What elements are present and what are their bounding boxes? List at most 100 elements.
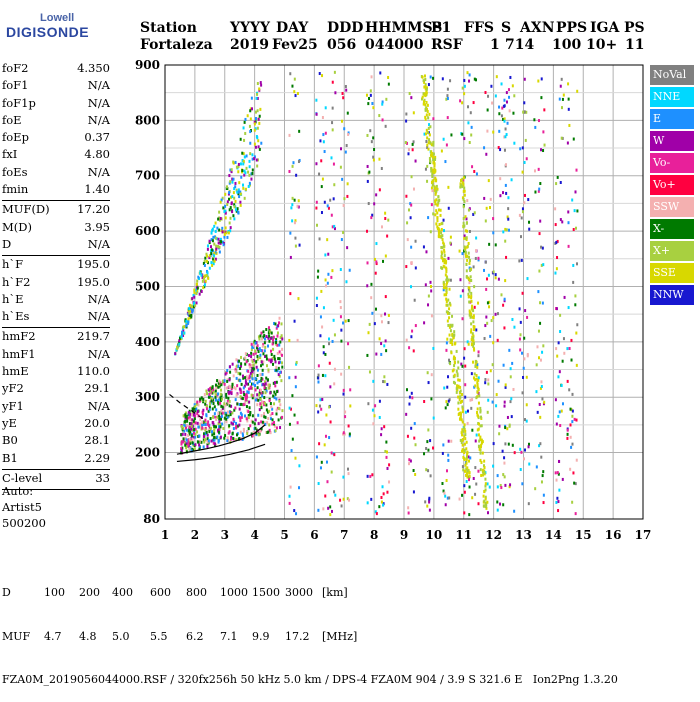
echo-mark	[210, 396, 213, 400]
echo-mark	[194, 414, 197, 418]
echo-mark	[496, 474, 499, 478]
echo-mark	[442, 241, 445, 245]
echo-mark	[472, 336, 475, 340]
echo-mark	[218, 425, 221, 429]
echo-mark	[228, 404, 231, 408]
parameter-panel: foF2 4.350 foF1 N/A foF1p N/A foE N/A foEp 0.37 fx…	[2, 60, 110, 491]
echo-mark	[555, 307, 558, 311]
echo-mark	[257, 139, 260, 143]
echo-mark	[203, 285, 206, 289]
echo-mark	[184, 441, 187, 445]
echo-mark	[256, 92, 259, 96]
echo-mark	[465, 467, 468, 471]
echo-mark	[463, 356, 466, 360]
param-name: foF1	[2, 78, 29, 93]
echo-mark	[441, 266, 444, 270]
echo-mark	[373, 148, 376, 152]
echo-mark	[315, 162, 318, 166]
echo-mark	[317, 482, 320, 486]
echo-mark	[249, 152, 252, 156]
echo-mark	[567, 82, 570, 86]
plot-frame	[164, 64, 644, 520]
echo-mark	[233, 217, 236, 221]
echo-mark	[521, 482, 524, 486]
echo-mark	[251, 157, 254, 161]
echo-mark	[208, 256, 211, 260]
legend-item-w: W	[650, 131, 694, 151]
echo-mark	[384, 449, 387, 453]
echo-mark	[297, 297, 300, 301]
echo-mark	[461, 364, 464, 368]
echo-mark	[365, 93, 368, 97]
echo-mark	[568, 346, 571, 350]
echo-mark	[560, 409, 563, 413]
echo-mark	[429, 285, 432, 289]
echo-mark	[315, 455, 318, 459]
echo-mark	[260, 427, 263, 431]
echo-mark	[229, 226, 232, 230]
echo-mark	[278, 399, 281, 403]
echo-mark	[208, 430, 211, 434]
echo-mark	[346, 182, 349, 186]
echo-mark	[294, 456, 297, 460]
echo-mark	[441, 246, 444, 250]
footer-muf-value: [MHz]	[322, 629, 358, 643]
echo-mark	[281, 409, 284, 413]
echo-mark	[434, 176, 437, 180]
echo-mark	[483, 466, 486, 470]
header-label-10: IGA	[590, 20, 620, 36]
echo-mark	[367, 202, 370, 206]
echo-mark	[373, 202, 376, 206]
echo-mark	[477, 301, 480, 305]
echo-mark	[384, 339, 387, 343]
echo-mark	[576, 89, 579, 93]
echo-mark	[239, 200, 242, 204]
echo-mark	[265, 335, 268, 339]
echo-mark	[195, 402, 198, 406]
echo-mark	[426, 146, 429, 150]
param-separator	[2, 489, 110, 491]
echo-mark	[213, 424, 216, 428]
echo-mark	[276, 343, 279, 347]
echo-mark	[504, 127, 507, 131]
echo-mark	[445, 310, 448, 314]
echo-mark	[512, 111, 515, 115]
echo-mark	[264, 380, 267, 384]
echo-mark	[455, 386, 458, 390]
echo-mark	[264, 415, 267, 419]
echo-mark	[463, 426, 466, 430]
echo-mark	[187, 441, 190, 445]
echo-mark	[333, 490, 336, 494]
echo-mark	[484, 219, 487, 223]
echo-mark	[462, 197, 465, 201]
header-value-4: 044000	[365, 37, 424, 53]
echo-mark	[430, 143, 433, 147]
echo-mark	[410, 203, 413, 207]
echo-mark	[256, 126, 259, 130]
echo-mark	[339, 300, 342, 304]
echo-mark	[197, 434, 200, 438]
echo-mark	[469, 275, 472, 279]
echo-mark	[183, 325, 186, 329]
param-value: 0.37	[84, 130, 110, 145]
echo-mark	[368, 170, 371, 174]
echo-mark	[256, 381, 259, 385]
echo-mark	[215, 415, 218, 419]
echo-mark	[475, 396, 478, 400]
echo-mark	[227, 192, 230, 196]
echo-mark	[465, 473, 468, 477]
echo-mark	[318, 72, 321, 76]
echo-mark	[422, 102, 425, 106]
echo-mark	[263, 386, 266, 390]
header-label-2: DAY	[276, 20, 309, 36]
echo-mark	[448, 358, 451, 362]
echo-mark	[250, 355, 253, 359]
echo-mark	[463, 84, 466, 88]
echo-mark	[496, 508, 499, 512]
echo-mark	[425, 447, 428, 451]
echo-mark	[324, 284, 327, 288]
echo-mark	[230, 392, 233, 396]
echo-mark	[464, 248, 467, 252]
echo-mark	[539, 415, 542, 419]
echo-mark	[430, 397, 433, 401]
